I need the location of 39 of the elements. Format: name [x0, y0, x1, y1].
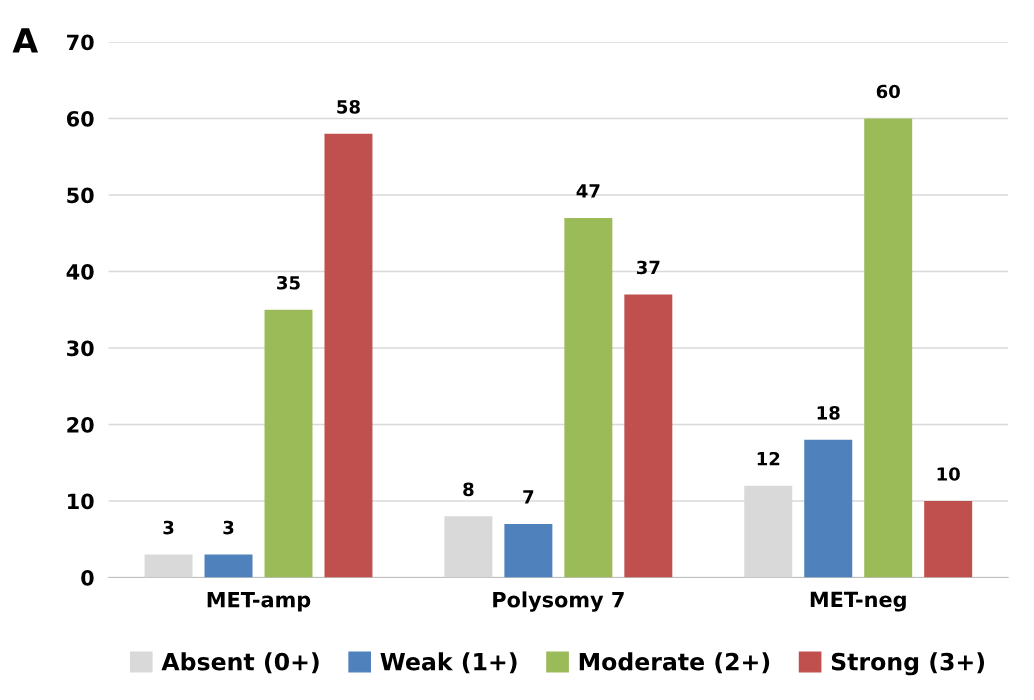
- data-label: 47: [576, 184, 600, 198]
- data-label: 58: [337, 99, 360, 114]
- y-tick-label: 30: [67, 340, 94, 357]
- bar: [624, 294, 673, 578]
- data-label: 10: [937, 467, 960, 481]
- y-tick-label: 50: [67, 187, 94, 204]
- y-tick-label: 60: [66, 110, 94, 127]
- data-label: 35: [277, 275, 300, 290]
- bar: [504, 523, 553, 578]
- bar: [564, 217, 613, 578]
- y-tick-label: 20: [67, 416, 94, 433]
- bar: [324, 133, 373, 578]
- bar: [264, 309, 313, 578]
- bar: [204, 554, 253, 578]
- y-tick-label: 40: [66, 263, 94, 280]
- bar: [144, 554, 193, 578]
- legend-label: Weak (1+): [380, 652, 517, 674]
- legend-label: Moderate (2+): [579, 652, 770, 674]
- data-label: 18: [817, 405, 840, 420]
- bar: [444, 516, 493, 578]
- data-label: 8: [463, 482, 474, 497]
- x-tick-label: Polysomy 7: [493, 591, 624, 612]
- data-label: 3: [223, 520, 234, 535]
- bar: [804, 439, 853, 578]
- data-label: 12: [757, 451, 780, 466]
- y-tick-label: 70: [67, 34, 94, 51]
- data-label: 7: [523, 490, 534, 504]
- text: A: [12, 28, 39, 53]
- data-label: 37: [636, 260, 660, 275]
- data-label: 60: [876, 84, 900, 99]
- x-tick-label: MET-neg: [810, 591, 906, 612]
- legend-label: Strong (3+): [831, 652, 985, 676]
- legend-label: Absent (0+): [161, 652, 319, 674]
- data-label: 3: [163, 520, 174, 535]
- y-tick-label: 0: [81, 569, 94, 586]
- y-tick-label: 10: [68, 493, 94, 510]
- bar: [864, 118, 913, 578]
- bar: [924, 501, 973, 578]
- x-tick-label: MET-amp: [207, 592, 311, 612]
